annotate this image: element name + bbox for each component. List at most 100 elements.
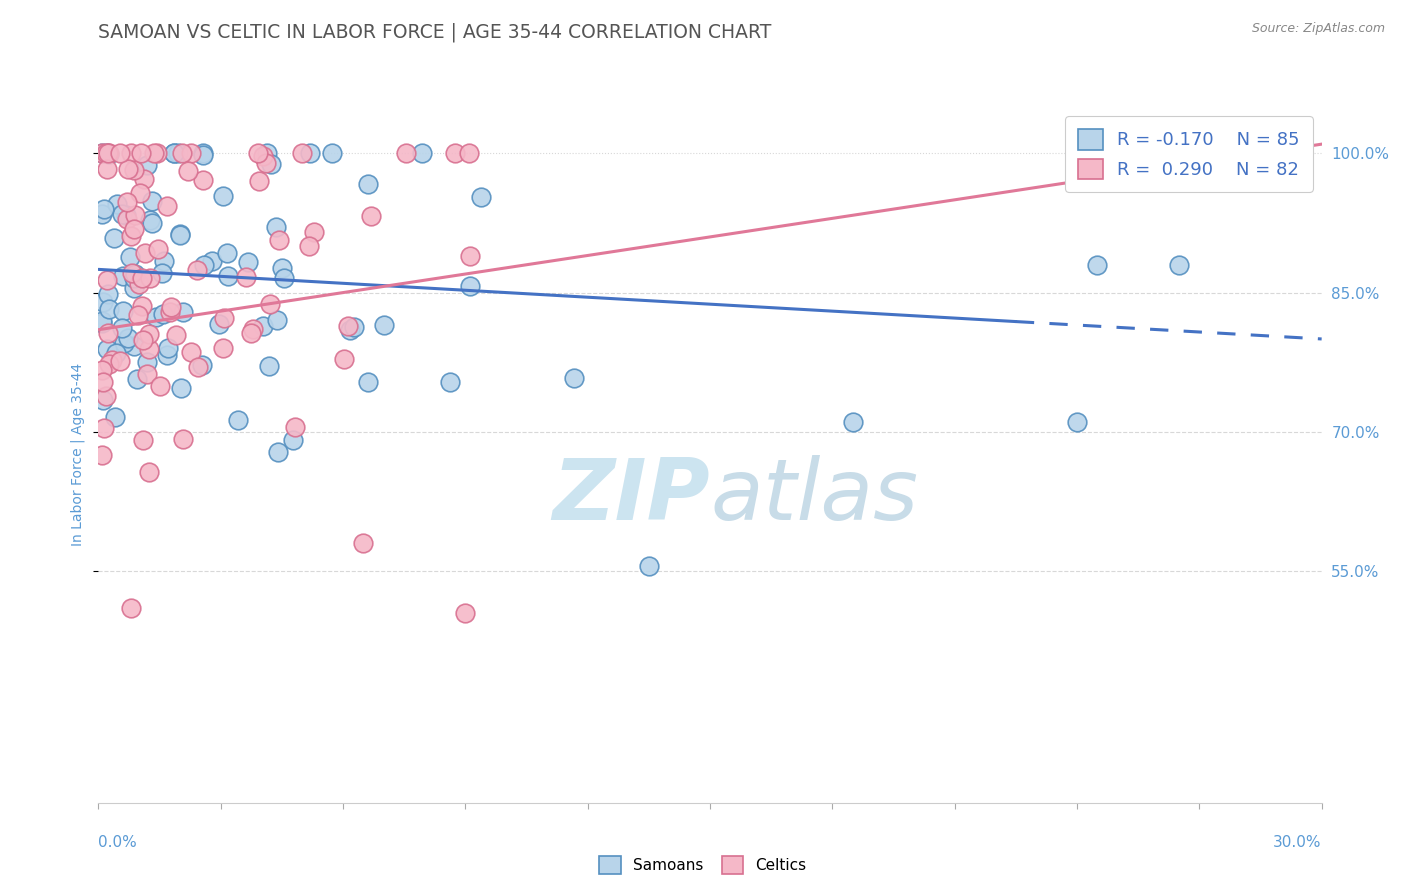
Point	[91, 294, 114, 309]
Point	[247, 174, 270, 188]
Point	[411, 146, 433, 161]
Point	[841, 416, 863, 430]
Point	[211, 341, 233, 355]
Point	[108, 146, 131, 161]
Point	[124, 222, 146, 236]
Point	[91, 146, 114, 161]
Point	[160, 300, 183, 314]
Point	[187, 360, 209, 375]
Point	[259, 296, 281, 310]
Point	[97, 146, 120, 161]
Point	[115, 194, 138, 209]
Point	[273, 270, 295, 285]
Point	[373, 318, 395, 333]
Point	[242, 321, 264, 335]
Legend: Samoans, Celtics: Samoans, Celtics	[593, 850, 813, 880]
Point	[145, 146, 167, 161]
Point	[135, 158, 157, 172]
Point	[333, 351, 356, 366]
Point	[165, 328, 187, 343]
Point	[97, 326, 120, 340]
Point	[91, 317, 114, 331]
Point	[163, 146, 186, 161]
Point	[122, 281, 145, 295]
Point	[191, 146, 214, 161]
Point	[339, 323, 361, 337]
Point	[269, 233, 291, 247]
Point	[97, 357, 120, 371]
Point	[169, 227, 191, 241]
Point	[454, 606, 477, 620]
Point	[132, 433, 155, 447]
Point	[291, 146, 314, 161]
Point	[149, 379, 172, 393]
Point	[138, 343, 160, 357]
Point	[152, 266, 174, 280]
Point	[299, 146, 322, 161]
Point	[134, 245, 156, 260]
Point	[156, 348, 179, 362]
Point	[96, 146, 118, 161]
Point	[191, 148, 214, 162]
Point	[254, 155, 277, 169]
Point	[96, 342, 118, 356]
Point	[336, 318, 359, 333]
Point	[298, 239, 321, 253]
Point	[256, 146, 278, 161]
Point	[91, 393, 114, 408]
Point	[240, 326, 263, 340]
Point	[135, 355, 157, 369]
Point	[132, 333, 155, 347]
Point	[638, 559, 661, 574]
Point	[169, 227, 191, 242]
Point	[124, 339, 146, 353]
Point	[201, 254, 224, 268]
Point	[352, 536, 374, 550]
Text: 0.0%: 0.0%	[98, 835, 138, 850]
Text: atlas: atlas	[710, 455, 918, 538]
Point	[138, 213, 160, 227]
Point	[132, 171, 155, 186]
Point	[252, 318, 274, 333]
Point	[172, 304, 194, 318]
Point	[125, 372, 148, 386]
Text: SAMOAN VS CELTIC IN LABOR FORCE | AGE 35-44 CORRELATION CHART: SAMOAN VS CELTIC IN LABOR FORCE | AGE 35…	[98, 22, 772, 42]
Text: 30.0%: 30.0%	[1274, 835, 1322, 850]
Point	[112, 335, 135, 350]
Point	[458, 146, 481, 161]
Point	[302, 225, 325, 239]
Point	[111, 207, 134, 221]
Point	[1167, 258, 1189, 272]
Point	[266, 312, 288, 326]
Point	[96, 273, 118, 287]
Point	[124, 267, 146, 281]
Point	[259, 359, 281, 374]
Point	[111, 321, 134, 335]
Point	[458, 249, 481, 263]
Point	[124, 162, 146, 177]
Point	[228, 413, 250, 427]
Point	[236, 255, 259, 269]
Point	[138, 326, 160, 341]
Point	[193, 258, 215, 272]
Point	[235, 269, 257, 284]
Point	[91, 448, 114, 462]
Point	[97, 287, 120, 301]
Point	[564, 371, 586, 385]
Point	[1188, 155, 1211, 169]
Point	[120, 229, 142, 244]
Point	[121, 266, 143, 280]
Point	[128, 277, 150, 291]
Point	[103, 231, 125, 245]
Point	[167, 146, 190, 161]
Point	[127, 309, 149, 323]
Point	[96, 161, 118, 176]
Point	[131, 299, 153, 313]
Point	[152, 307, 174, 321]
Point	[91, 375, 114, 389]
Point	[105, 197, 128, 211]
Point	[135, 367, 157, 381]
Point	[281, 433, 304, 447]
Point	[186, 262, 208, 277]
Point	[114, 208, 136, 222]
